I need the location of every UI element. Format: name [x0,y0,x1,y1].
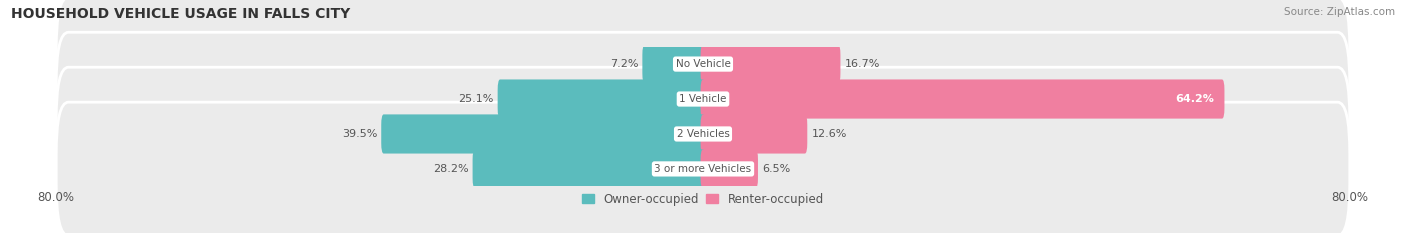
Text: 25.1%: 25.1% [458,94,494,104]
Text: 1 Vehicle: 1 Vehicle [679,94,727,104]
FancyBboxPatch shape [643,45,706,84]
FancyBboxPatch shape [56,0,1350,131]
Text: 6.5%: 6.5% [762,164,790,174]
Text: No Vehicle: No Vehicle [675,59,731,69]
Text: 12.6%: 12.6% [811,129,846,139]
Legend: Owner-occupied, Renter-occupied: Owner-occupied, Renter-occupied [582,193,824,206]
FancyBboxPatch shape [498,79,706,119]
Text: 3 or more Vehicles: 3 or more Vehicles [654,164,752,174]
Text: 7.2%: 7.2% [610,59,638,69]
Text: 39.5%: 39.5% [342,129,377,139]
FancyBboxPatch shape [700,45,841,84]
FancyBboxPatch shape [700,79,1225,119]
FancyBboxPatch shape [472,149,706,188]
Text: 64.2%: 64.2% [1175,94,1213,104]
Text: 16.7%: 16.7% [845,59,880,69]
FancyBboxPatch shape [700,114,807,154]
FancyBboxPatch shape [381,114,706,154]
FancyBboxPatch shape [56,102,1350,233]
Text: 28.2%: 28.2% [433,164,468,174]
Text: 2 Vehicles: 2 Vehicles [676,129,730,139]
FancyBboxPatch shape [56,32,1350,166]
Text: Source: ZipAtlas.com: Source: ZipAtlas.com [1284,7,1395,17]
FancyBboxPatch shape [56,67,1350,201]
Text: HOUSEHOLD VEHICLE USAGE IN FALLS CITY: HOUSEHOLD VEHICLE USAGE IN FALLS CITY [11,7,350,21]
FancyBboxPatch shape [700,149,758,188]
